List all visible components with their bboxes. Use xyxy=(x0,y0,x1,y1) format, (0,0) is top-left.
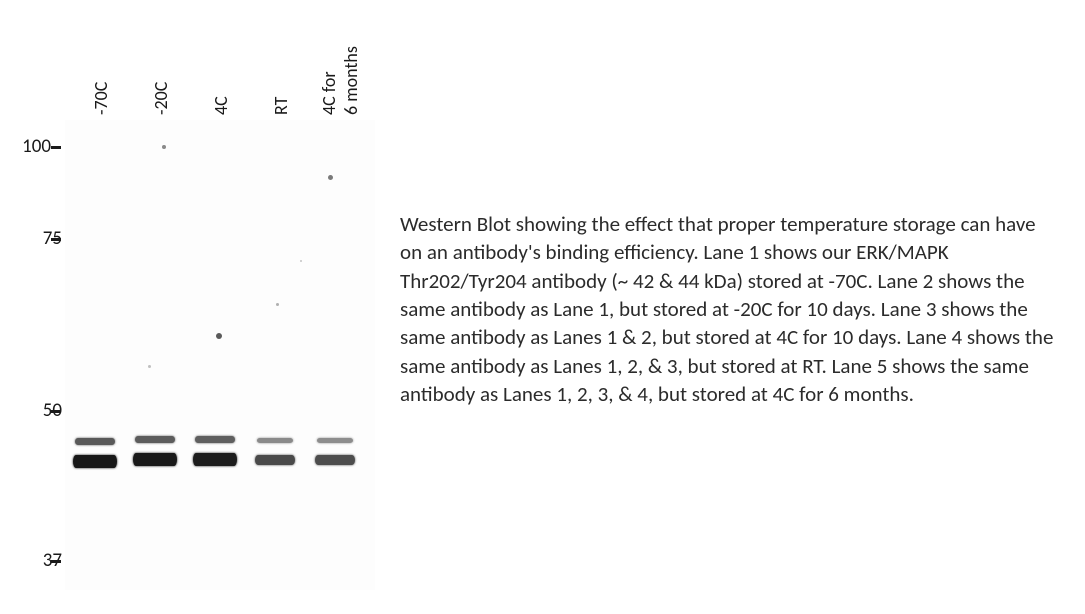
mw-marker-label: 100 xyxy=(11,135,51,158)
figure-caption: Western Blot showing the effect that pro… xyxy=(400,210,1060,408)
lower-band-42k xyxy=(193,453,237,466)
upper-band-44k xyxy=(195,436,235,443)
artifact-speck xyxy=(162,145,166,149)
artifact-speck xyxy=(276,303,279,306)
artifact-speck xyxy=(300,260,302,262)
upper-band-44k xyxy=(317,438,353,443)
lane-label: RT xyxy=(270,97,292,115)
lower-band-42k xyxy=(73,455,117,468)
lane-label: -70C xyxy=(90,82,112,115)
lane-label: 4C for xyxy=(318,71,340,115)
artifact-speck xyxy=(148,365,151,368)
upper-band-44k xyxy=(135,436,175,443)
blot-membrane xyxy=(65,120,375,590)
lower-band-42k xyxy=(255,455,295,465)
upper-band-44k xyxy=(75,438,115,445)
mw-marker-tick xyxy=(51,238,61,241)
western-blot-figure: 100755037 -70C-20C4CRT4C for6 months Wes… xyxy=(0,0,1085,614)
upper-band-44k xyxy=(257,438,293,443)
lower-band-42k xyxy=(315,455,355,465)
artifact-speck xyxy=(216,333,222,339)
lane-label: 6 months xyxy=(340,46,362,115)
lane-label: 4C xyxy=(210,96,232,115)
lane-label: -20C xyxy=(150,82,172,115)
mw-marker-tick xyxy=(51,410,61,413)
artifact-speck xyxy=(328,175,333,180)
mw-marker-tick xyxy=(51,560,61,563)
mw-marker-tick xyxy=(51,146,61,149)
lower-band-42k xyxy=(133,453,177,466)
